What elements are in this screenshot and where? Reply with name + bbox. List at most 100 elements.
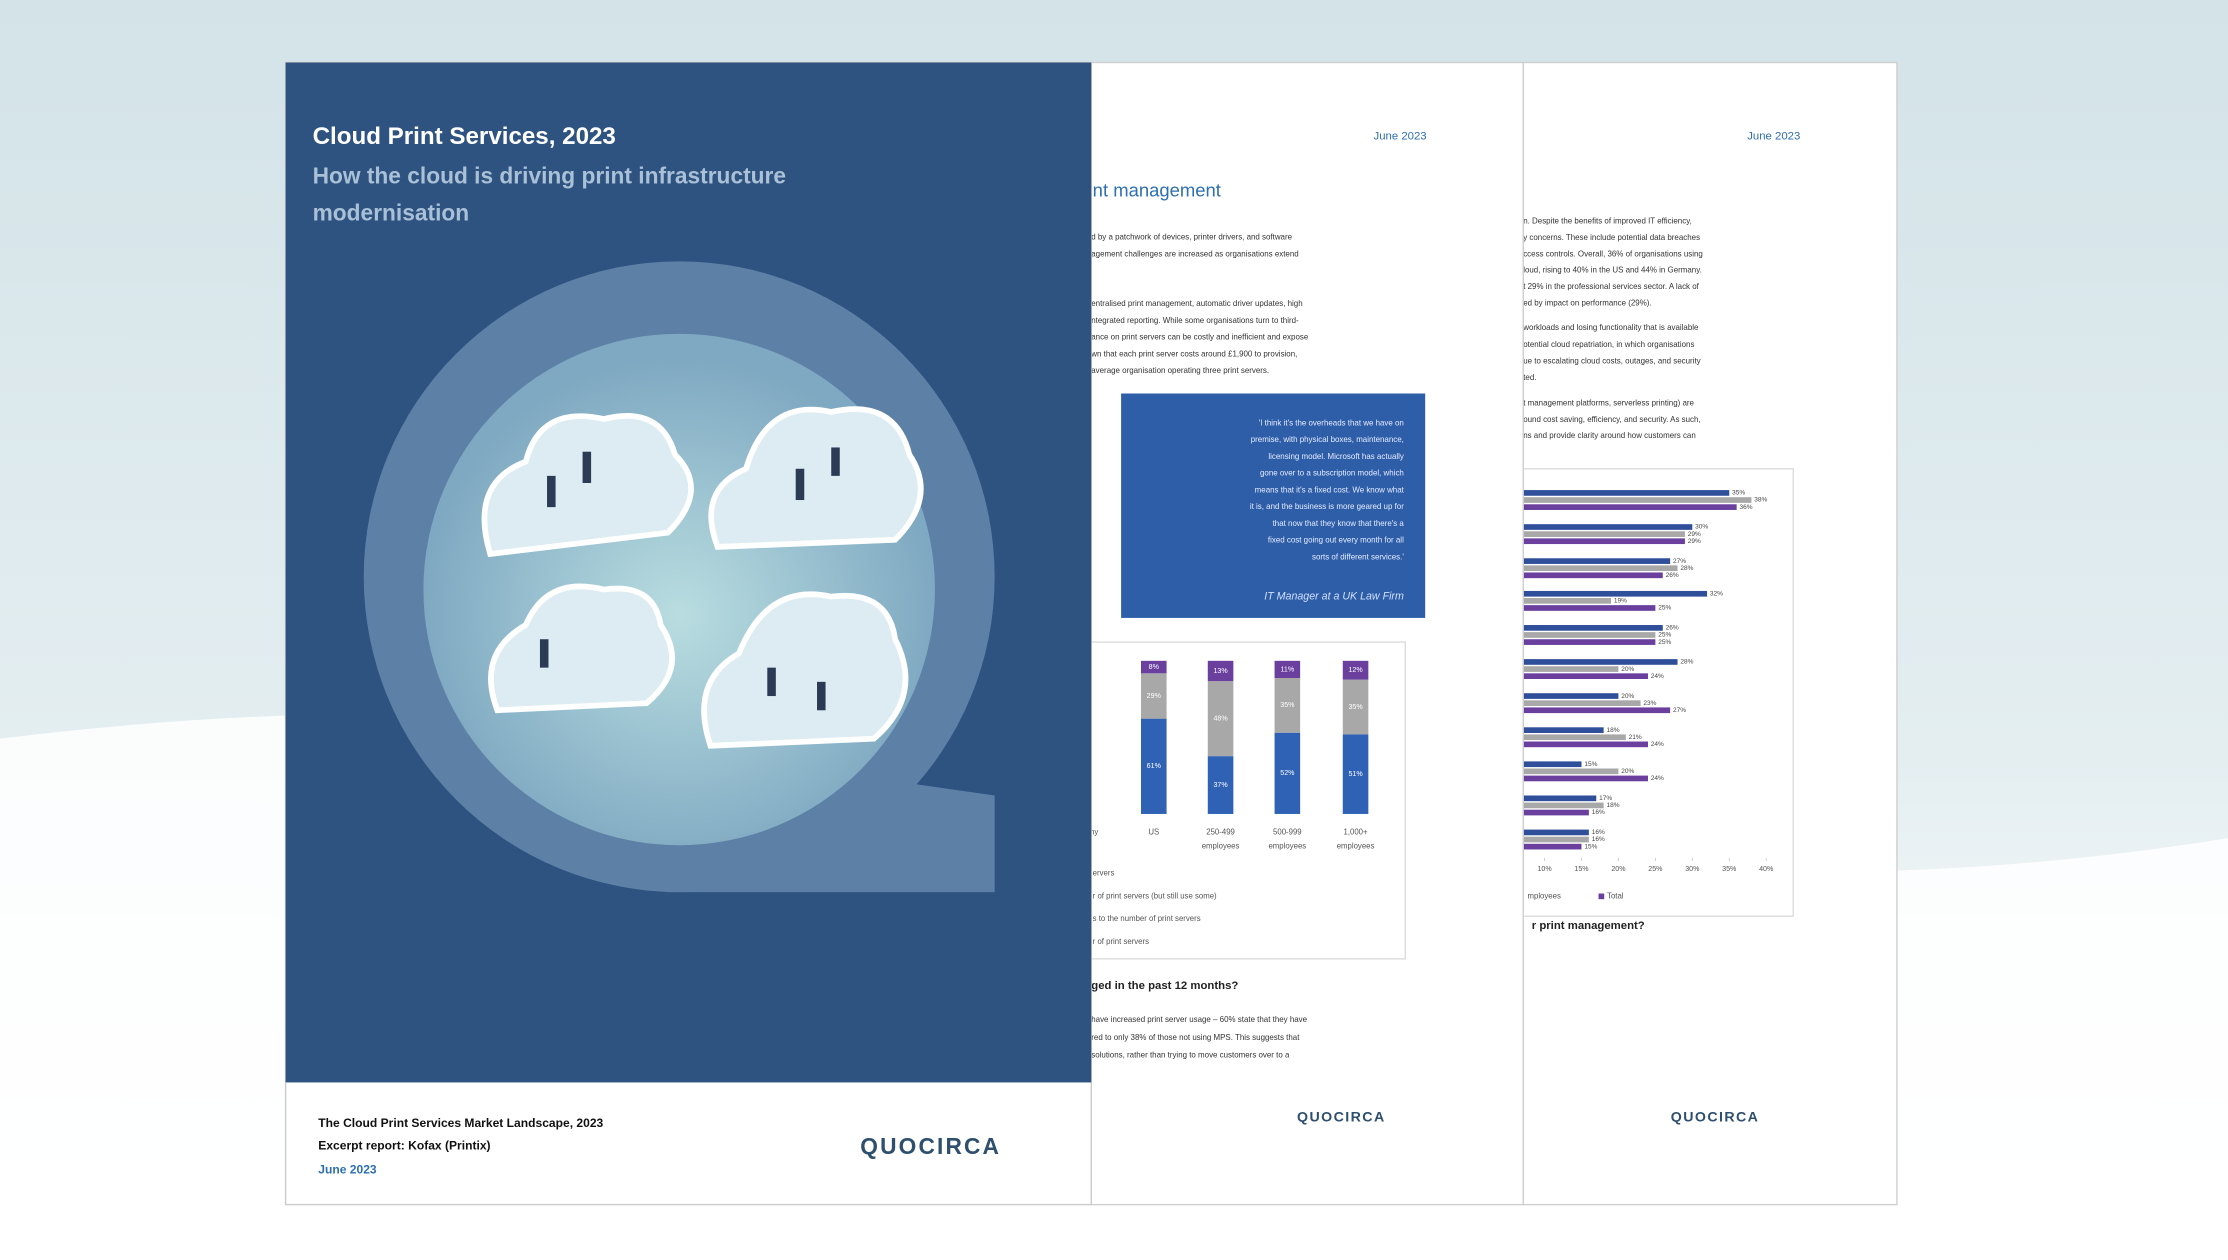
body-line: solutions, rather than trying to move cu… [1091, 1051, 1290, 1060]
page-content: June 2023 r print management? QUOCIRCA n… [1522, 130, 1800, 1126]
bar [1523, 666, 1619, 672]
chart-frame [1091, 641, 1406, 960]
people [539, 447, 840, 711]
data-label: 30% [1695, 524, 1708, 531]
body-line: ccess controls. Overall, 36% of organisa… [1523, 249, 1703, 258]
bar [1523, 497, 1752, 503]
data-label: 15% [1584, 761, 1597, 768]
x-tick-label: 25% [1648, 865, 1663, 873]
data-label: 38% [1754, 497, 1767, 504]
bar-segment [1140, 660, 1167, 674]
bar-segment [1140, 718, 1167, 814]
bar-segment [1140, 673, 1167, 719]
chart-question: r print management? [1532, 920, 1645, 932]
bar [1523, 700, 1641, 706]
body-line: y concerns. These include potential data… [1523, 233, 1700, 242]
body-line: means that it's a fixed cost. We know wh… [1255, 485, 1405, 494]
bar [1523, 693, 1619, 699]
data-label: 19% [1614, 598, 1627, 605]
bar [1523, 524, 1693, 530]
clouds [481, 406, 924, 749]
legend-label: r of print servers [1093, 937, 1149, 946]
bar-segment [1207, 756, 1234, 814]
chart-frame [1523, 468, 1794, 917]
bar-segment [1342, 660, 1369, 680]
body-line: ance on print servers can be costly and … [1091, 333, 1309, 342]
legend-label: s to the number of print servers [1093, 914, 1201, 923]
body-line: entralised print management, automatic d… [1091, 299, 1302, 308]
data-label: 16% [1592, 829, 1605, 836]
body-line: t management platforms, serverless print… [1523, 399, 1694, 408]
bar [1523, 490, 1730, 496]
x-tick-label: 500-999 employees [1268, 827, 1306, 850]
data-label: 52% [1280, 769, 1295, 777]
bar-segment [1342, 679, 1369, 735]
body-line: agement challenges are increased as orga… [1091, 249, 1298, 258]
data-label: 51% [1348, 770, 1363, 778]
bar [1523, 802, 1604, 809]
report-excerpt: Excerpt report: Kofax (Printix) [318, 1139, 490, 1153]
x-tick-label: 1,000+ employees [1337, 827, 1375, 850]
x-tick-label: 40% [1759, 865, 1774, 873]
data-label: 13% [1213, 667, 1228, 675]
data-label: 11% [1281, 665, 1295, 673]
bar [1523, 659, 1678, 665]
logo: QUOCIRCA [1671, 1110, 1760, 1126]
bar [1523, 795, 1597, 802]
x-tick-label: 30% [1685, 865, 1700, 873]
bar [1523, 836, 1589, 843]
bar-segment [1274, 660, 1301, 679]
x-tick-label: 250-499 employees [1202, 827, 1240, 850]
bar [1523, 809, 1589, 816]
data-label: 29% [1147, 692, 1162, 700]
data-label: 26% [1666, 625, 1679, 632]
data-label: 8% [1149, 663, 1160, 671]
bar [1523, 572, 1663, 579]
body-line: workloads and losing functionality that … [1522, 323, 1699, 332]
legend-label: Total [1607, 891, 1624, 900]
bar-segment [1207, 681, 1234, 757]
bar [1523, 558, 1671, 564]
x-tick-label: 15% [1574, 865, 1589, 873]
data-label: 35% [1280, 701, 1295, 709]
body-line: otential cloud repatriation, in which or… [1523, 340, 1694, 349]
bar-segment [1207, 660, 1234, 682]
data-label: 24% [1651, 775, 1664, 782]
bar [1523, 768, 1619, 775]
body-line: 'I think it's the overheads that we have… [1259, 418, 1404, 427]
bar [1523, 829, 1589, 836]
bar [1523, 673, 1648, 680]
quote-box [1121, 393, 1426, 618]
data-label: 18% [1606, 802, 1619, 809]
bar [1523, 734, 1626, 741]
data-label: 25% [1658, 605, 1671, 612]
data-label: 12% [1348, 666, 1363, 674]
data-label: 15% [1584, 843, 1597, 850]
cover-title: Cloud Print Services, 2023 [313, 123, 616, 150]
bar [1523, 504, 1737, 510]
body-line: t 29% in the professional services secto… [1523, 282, 1699, 291]
bar [1523, 590, 1708, 597]
data-label: 20% [1621, 693, 1634, 700]
body-line: ed by impact on performance (29%). [1523, 298, 1651, 307]
bar [1523, 565, 1678, 572]
bar [1523, 775, 1648, 782]
data-label: 29% [1688, 531, 1701, 538]
bar [1523, 632, 1656, 638]
body-line: ns and provide clarity around how custom… [1523, 431, 1696, 440]
data-label: 35% [1732, 490, 1745, 497]
body-line: ted. [1523, 373, 1536, 382]
data-label: 25% [1658, 632, 1671, 639]
page-date: June 2023 [1747, 130, 1800, 142]
x-tick-label: 20% [1611, 865, 1626, 873]
x-tick-label: 10% [1537, 865, 1552, 873]
data-label: 61% [1147, 762, 1162, 770]
chart-question: ged in the past 12 months? [1091, 980, 1238, 992]
report-date: June 2023 [318, 1163, 377, 1177]
bar [1523, 761, 1582, 768]
data-label: 29% [1688, 538, 1701, 545]
body-line: ound cost saving, efficiency, and securi… [1523, 415, 1700, 424]
data-label: 36% [1739, 504, 1752, 511]
bar [1523, 707, 1671, 714]
